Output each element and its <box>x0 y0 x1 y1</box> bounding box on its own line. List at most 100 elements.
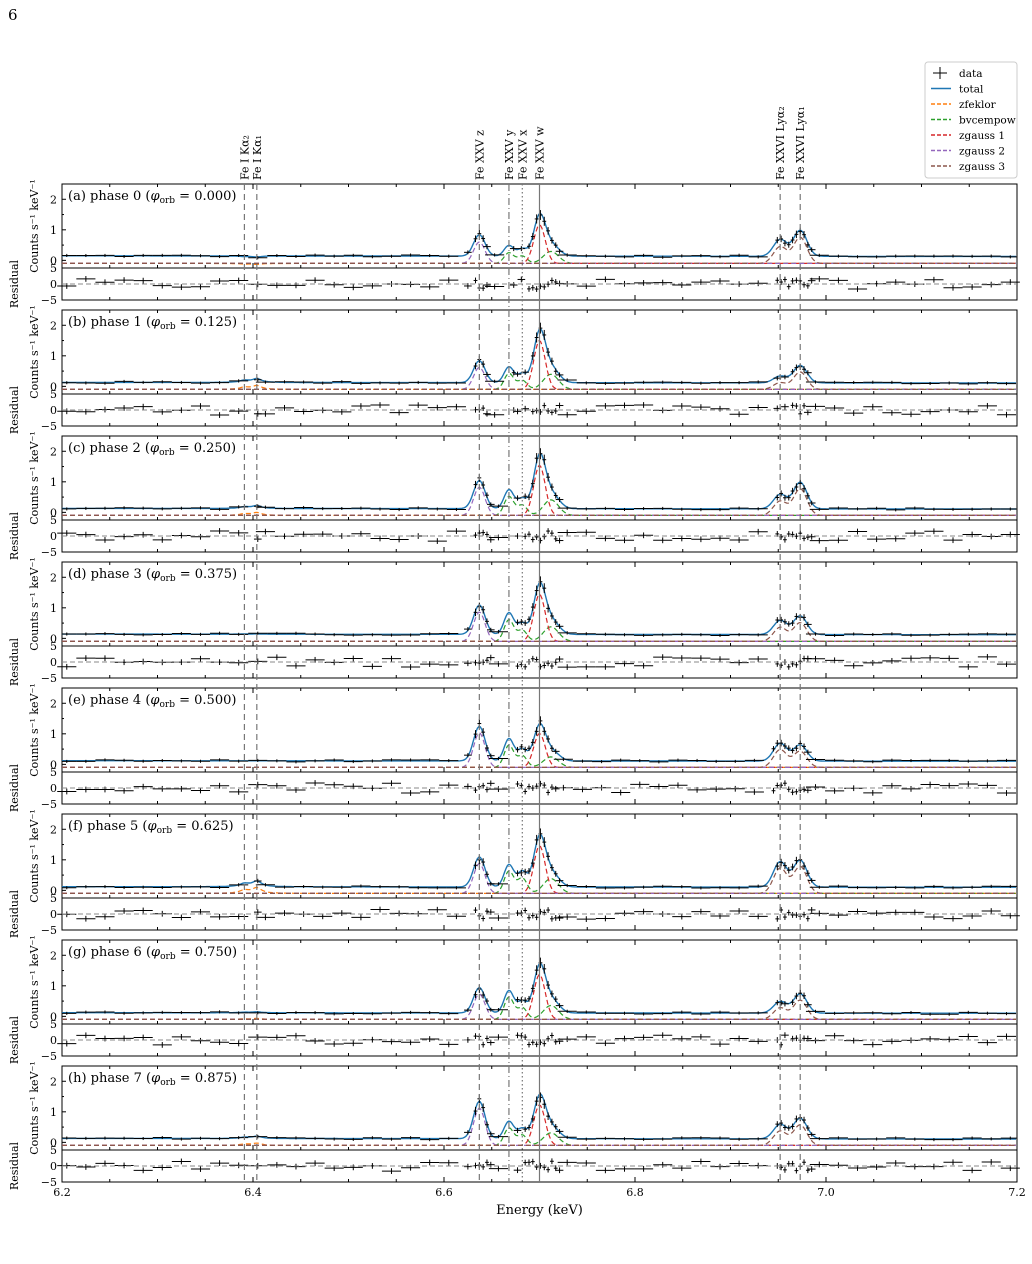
zgauss_2-model-line <box>62 486 1016 516</box>
residual-ylabel: Residual <box>8 1015 21 1064</box>
zgauss_2-model-line <box>62 1107 1016 1146</box>
x-tick-label: 6.4 <box>244 1186 262 1199</box>
legend-label: total <box>959 84 984 96</box>
y-tick-label: 0 <box>50 506 57 519</box>
legend-label: data <box>959 68 982 80</box>
energy-marker-label: Fe XXV w <box>534 126 547 180</box>
plot-area <box>62 210 1017 265</box>
res-y-tick-label: 5 <box>50 514 57 527</box>
x-tick-label: 7.0 <box>817 1186 835 1199</box>
res-y-tick-label: −5 <box>41 294 57 307</box>
res-y-tick-label: 0 <box>50 1034 57 1047</box>
y-tick-label: 1 <box>50 602 57 615</box>
plot-area <box>62 576 1017 642</box>
plot-area <box>62 1092 1017 1146</box>
y-tick-label: 2 <box>50 823 57 836</box>
residual-ylabel: Residual <box>8 259 21 308</box>
main-ylabel: Counts s⁻¹ keV⁻¹ <box>28 431 41 524</box>
energy-marker-label: Fe I Kα₂ <box>238 135 251 180</box>
y-tick-label: 1 <box>50 980 57 993</box>
res-y-tick-label: 0 <box>50 908 57 921</box>
res-y-tick-label: −5 <box>41 1050 57 1063</box>
legend-label: bvcempow <box>959 115 1016 127</box>
y-tick-label: 1 <box>50 224 57 237</box>
y-tick-label: 2 <box>50 193 57 206</box>
panel-label: (c) phase 2 (φorb = 0.250) <box>68 441 236 458</box>
x-tick-label: 6.6 <box>435 1186 453 1199</box>
energy-marker-label: Fe XXV x <box>516 129 529 180</box>
res-y-tick-label: −5 <box>41 798 57 811</box>
legend-label: zfeklor <box>959 99 997 111</box>
res-y-tick-label: 5 <box>50 766 57 779</box>
panel-label: (f) phase 5 (φorb = 0.625) <box>68 819 234 836</box>
legend-label: zgauss 2 <box>959 146 1005 158</box>
legend: data total zfeklor bvcempow zgauss 1 zgauss 2… <box>924 61 1018 179</box>
y-tick-label: 0 <box>50 1136 57 1149</box>
res-y-tick-label: 0 <box>50 404 57 417</box>
res-y-tick-label: 5 <box>50 640 57 653</box>
plot-area <box>62 716 1017 768</box>
legend-frame <box>924 61 1018 179</box>
res-y-tick-label: −5 <box>41 924 57 937</box>
main-ylabel: Counts s⁻¹ keV⁻¹ <box>28 557 41 650</box>
residual-ylabel: Residual <box>8 511 21 560</box>
y-tick-label: 0 <box>50 884 57 897</box>
y-tick-label: 1 <box>50 476 57 489</box>
residual-ylabel: Residual <box>8 637 21 686</box>
energy-marker-label: Fe I Kα₁ <box>251 135 264 180</box>
y-tick-label: 2 <box>50 571 57 584</box>
y-tick-label: 2 <box>50 697 57 710</box>
plot-area <box>62 322 1017 390</box>
x-tick-label: 7.2 <box>1008 1186 1026 1199</box>
y-tick-label: 1 <box>50 1106 57 1119</box>
res-y-tick-label: −5 <box>41 546 57 559</box>
y-tick-label: 0 <box>50 380 57 393</box>
residual-ylabel: Residual <box>8 889 21 938</box>
res-y-tick-label: 0 <box>50 656 57 669</box>
page-number: 6 <box>8 6 18 24</box>
y-tick-label: 0 <box>50 1010 57 1023</box>
main-ylabel: Counts s⁻¹ keV⁻¹ <box>28 935 41 1028</box>
y-tick-label: 0 <box>50 254 57 267</box>
residual-ylabel: Residual <box>8 385 21 434</box>
panel-label: (b) phase 1 (φorb = 0.125) <box>68 315 237 332</box>
legend-label: zgauss 1 <box>959 130 1005 142</box>
panel-label: (h) phase 7 (φorb = 0.875) <box>68 1071 237 1088</box>
panel-label: (d) phase 3 (φorb = 0.375) <box>68 567 237 584</box>
residual-ylabel: Residual <box>8 763 21 812</box>
plot-area <box>62 448 1017 516</box>
panel-label: (a) phase 0 (φorb = 0.000) <box>68 189 237 206</box>
res-y-tick-label: −5 <box>41 420 57 433</box>
y-tick-label: 2 <box>50 319 57 332</box>
y-tick-label: 2 <box>50 445 57 458</box>
main-ylabel: Counts s⁻¹ keV⁻¹ <box>28 179 41 272</box>
y-tick-label: 1 <box>50 854 57 867</box>
main-ylabel: Counts s⁻¹ keV⁻¹ <box>28 1061 41 1154</box>
panel-label: (e) phase 4 (φorb = 0.500) <box>68 693 236 710</box>
y-tick-label: 0 <box>50 758 57 771</box>
y-tick-label: 2 <box>50 949 57 962</box>
y-tick-label: 1 <box>50 350 57 363</box>
res-y-tick-label: 0 <box>50 782 57 795</box>
energy-marker-label: Fe XXV y <box>503 129 516 180</box>
energy-marker-label: Fe XXV z <box>473 130 486 180</box>
res-y-tick-label: −5 <box>41 672 57 685</box>
main-ylabel: Counts s⁻¹ keV⁻¹ <box>28 305 41 398</box>
res-y-tick-label: 5 <box>50 1018 57 1031</box>
res-y-tick-label: 0 <box>50 1160 57 1173</box>
x-tick-label: 6.2 <box>53 1186 71 1199</box>
res-y-tick-label: −5 <box>41 1176 57 1189</box>
plot-area <box>62 828 1017 894</box>
energy-marker-label: Fe XXVI Lyα₁ <box>794 106 807 180</box>
energy-marker-label: Fe XXVI Lyα₂ <box>774 106 787 180</box>
main-ylabel: Counts s⁻¹ keV⁻¹ <box>28 809 41 902</box>
res-y-tick-label: 5 <box>50 388 57 401</box>
y-tick-label: 0 <box>50 632 57 645</box>
res-y-tick-label: 5 <box>50 892 57 905</box>
